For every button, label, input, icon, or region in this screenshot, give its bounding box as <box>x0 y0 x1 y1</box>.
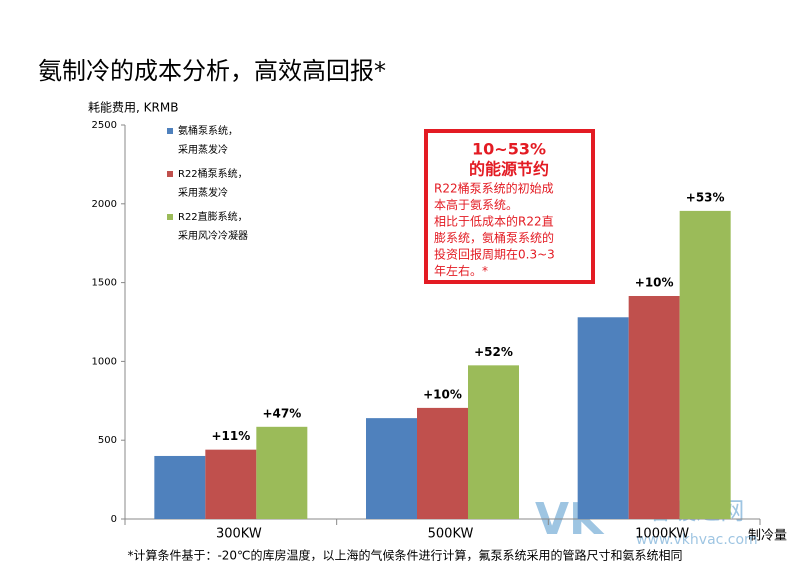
legend-label: 采用蒸发冷 <box>178 186 228 199</box>
callout-text: 膨系统，氨桶泵系统的 <box>434 230 554 245</box>
bar <box>628 295 680 519</box>
x-tick-label: 1000KW <box>635 527 689 542</box>
y-axis-label: 耗能费用, KRMB <box>88 101 178 115</box>
y-tick-label: 2500 <box>92 120 117 131</box>
value-label: +53% <box>686 190 725 204</box>
bar <box>366 418 417 519</box>
bar <box>256 426 308 519</box>
watermark-url: www.vkhvac.com <box>636 532 758 548</box>
chart-title: 氨制冷的成本分析，高效高回报* <box>38 57 386 85</box>
legend-label: 采用风冷冷凝器 <box>178 229 248 242</box>
value-label: +11% <box>211 429 250 443</box>
bar <box>679 210 731 519</box>
y-tick-label: 1000 <box>92 356 117 367</box>
x-tick-label: 300KW <box>216 527 262 542</box>
y-tick-label: 2000 <box>92 199 117 210</box>
y-tick-label: 500 <box>98 435 117 446</box>
bar <box>417 407 468 519</box>
x-tick-label: 500KW <box>428 527 474 542</box>
y-tick-label: 0 <box>111 514 117 525</box>
value-label: +52% <box>474 345 513 359</box>
legend-label: R22桶泵系统， <box>178 167 248 180</box>
legend-swatch <box>167 214 173 220</box>
callout-text: R22桶泵系统的初始成 <box>434 181 554 196</box>
legend-label: 氨桶泵系统， <box>178 124 238 137</box>
legend-label: 采用蒸发冷 <box>178 143 228 156</box>
callout-text: 年左右。* <box>434 263 488 278</box>
y-tick-label: 1500 <box>92 278 117 289</box>
bar <box>468 365 519 519</box>
callout-text: 投资回报周期在0.3~3 <box>434 247 555 262</box>
value-label: +10% <box>423 387 462 401</box>
bar <box>577 317 629 519</box>
callout-title: 10~53% <box>472 140 546 159</box>
x-axis-label: 制冷量 <box>748 529 787 544</box>
value-label: +10% <box>635 275 674 289</box>
callout-box <box>424 129 595 284</box>
footnote: *计算条件基于：-20℃的库房温度，以上海的气候条件进行计算，氟泵系统采用的管路… <box>127 548 682 563</box>
callout-text: 相比于低成本的R22直 <box>434 214 554 229</box>
bar <box>205 449 257 519</box>
legend-label: R22直膨系统， <box>178 210 248 223</box>
legend-swatch <box>167 171 173 177</box>
callout-title: 的能源节约 <box>469 160 549 179</box>
legend-swatch <box>167 128 173 134</box>
bar <box>154 455 206 519</box>
value-label: +47% <box>262 406 301 420</box>
callout-text: 本高于氨系统。 <box>434 197 518 212</box>
